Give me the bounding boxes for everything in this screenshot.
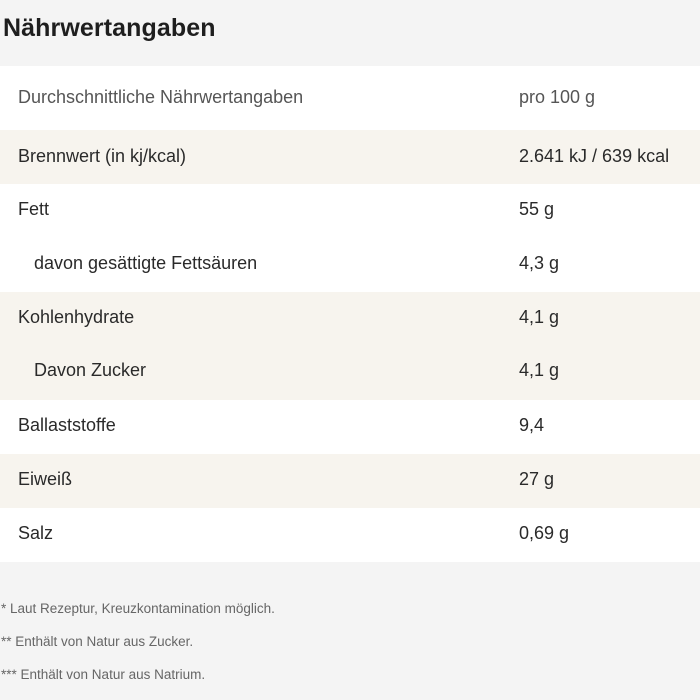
row-label: Davon Zucker — [34, 360, 147, 380]
row-value: 4,1 g — [519, 307, 560, 327]
table-row: Salz 0,69 g — [0, 508, 700, 562]
row-value: 2.641 kJ / 639 kcal — [519, 146, 670, 166]
table-row-group: Fett 55 g davon gesättigte Fettsäuren 4,… — [0, 184, 700, 292]
table-row: Ballaststoffe 9,4 — [0, 400, 700, 454]
table-row: Brennwert (in kj/kcal) 2.641 kJ / 639 kc… — [0, 130, 700, 184]
row-label: davon gesättigte Fettsäuren — [34, 253, 258, 273]
table-header-row: Durchschnittliche Nährwertangaben pro 10… — [0, 66, 700, 130]
table-row-group: Kohlenhydrate 4,1 g Davon Zucker 4,1 g — [0, 292, 700, 400]
row-label: Ballaststoffe — [18, 415, 116, 435]
table-row: Eiweiß 27 g — [0, 454, 700, 508]
footnote: * Laut Rezeptur, Kreuzkontamination mögl… — [1, 601, 275, 616]
header-value: pro 100 g — [519, 87, 596, 107]
page-title: Nährwertangaben — [3, 14, 216, 42]
header-label: Durchschnittliche Nährwertangaben — [18, 87, 304, 107]
footnote: ** Enthält von Natur aus Zucker. — [1, 634, 194, 649]
row-label: Kohlenhydrate — [18, 307, 135, 327]
row-label: Fett — [18, 199, 50, 219]
row-value: 9,4 — [519, 415, 545, 435]
row-label: Brennwert (in kj/kcal) — [18, 146, 187, 166]
row-value: 27 g — [519, 469, 555, 489]
footnote: *** Enthält von Natur aus Natrium. — [1, 667, 206, 682]
row-value: 4,3 g — [519, 253, 560, 273]
row-value: 0,69 g — [519, 523, 570, 543]
row-value: 4,1 g — [519, 360, 560, 380]
footnotes: * Laut Rezeptur, Kreuzkontamination mögl… — [1, 600, 275, 699]
nutrition-table: Durchschnittliche Nährwertangaben pro 10… — [0, 66, 700, 562]
row-label: Salz — [18, 523, 54, 543]
row-value: 55 g — [519, 199, 555, 219]
row-label: Eiweiß — [18, 469, 73, 489]
